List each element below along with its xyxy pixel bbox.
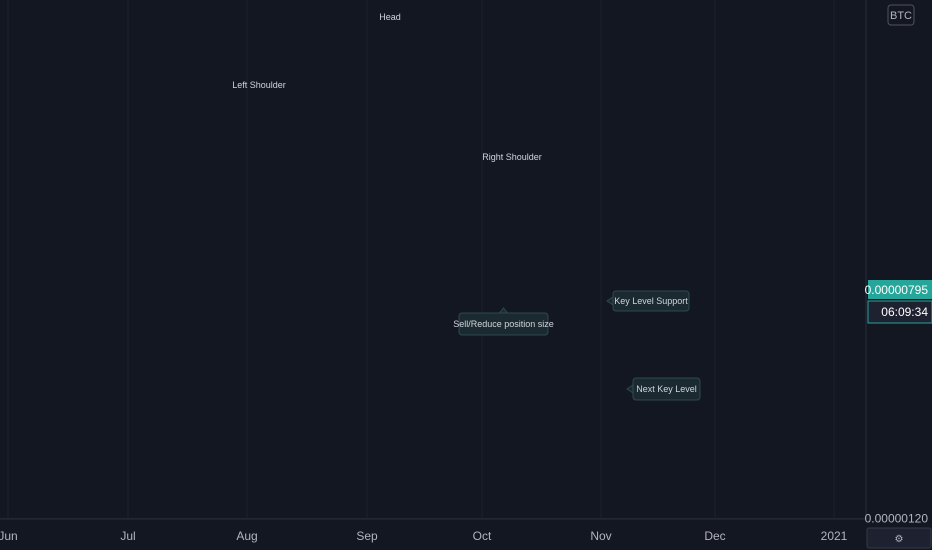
price-axis[interactable]	[866, 0, 932, 550]
currency-badge-label: BTC	[890, 10, 912, 22]
x-tick-label: Jun	[0, 529, 18, 543]
x-tick-label: Jul	[120, 529, 135, 543]
key-support-callout-text: Key Level Support	[614, 296, 688, 306]
x-tick-label: Oct	[473, 529, 492, 543]
reduce-position-callout[interactable]: Sell/Reduce position size	[453, 307, 554, 336]
next-key-level-callout-text: Next Key Level	[636, 384, 697, 394]
right-shoulder-label: Right Shoulder	[482, 152, 542, 162]
settings-box[interactable]	[866, 527, 932, 549]
reduce-position-callout-text: Sell/Reduce position size	[453, 319, 554, 329]
x-tick-label: Dec	[704, 529, 725, 543]
countdown-badge	[867, 300, 932, 324]
x-tick-labels: Jun Jul Aug Sep Oct Nov Dec 2021	[0, 529, 848, 543]
currency-badge[interactable]	[887, 4, 915, 26]
head-label: Head	[379, 12, 401, 22]
y-tick-labels: 0.000016000.000014000.000012000.00001000…	[865, 512, 929, 526]
last-price-badge	[868, 280, 932, 299]
x-tick-label: Sep	[356, 529, 378, 543]
countdown-label: 06:09:34	[881, 305, 928, 319]
next-key-level-callout[interactable]: Next Key Level	[626, 377, 701, 401]
left-shoulder-label: Left Shoulder	[232, 80, 286, 90]
x-tick-label: Aug	[236, 529, 257, 543]
y-tick-label: 0.00000120	[865, 512, 929, 526]
grid-layer	[0, 0, 866, 519]
settings-gear-icon[interactable]: ⚙	[895, 534, 904, 545]
annotations-layer: Left Shoulder Head Right Shoulder Key Level…	[232, 12, 701, 401]
x-tick-label: 2021	[821, 529, 848, 543]
time-axis[interactable]	[0, 519, 932, 550]
x-tick-label: Nov	[590, 529, 611, 543]
last-price-label: 0.00000795	[865, 283, 929, 297]
key-support-callout[interactable]: Key Level Support	[606, 290, 690, 312]
